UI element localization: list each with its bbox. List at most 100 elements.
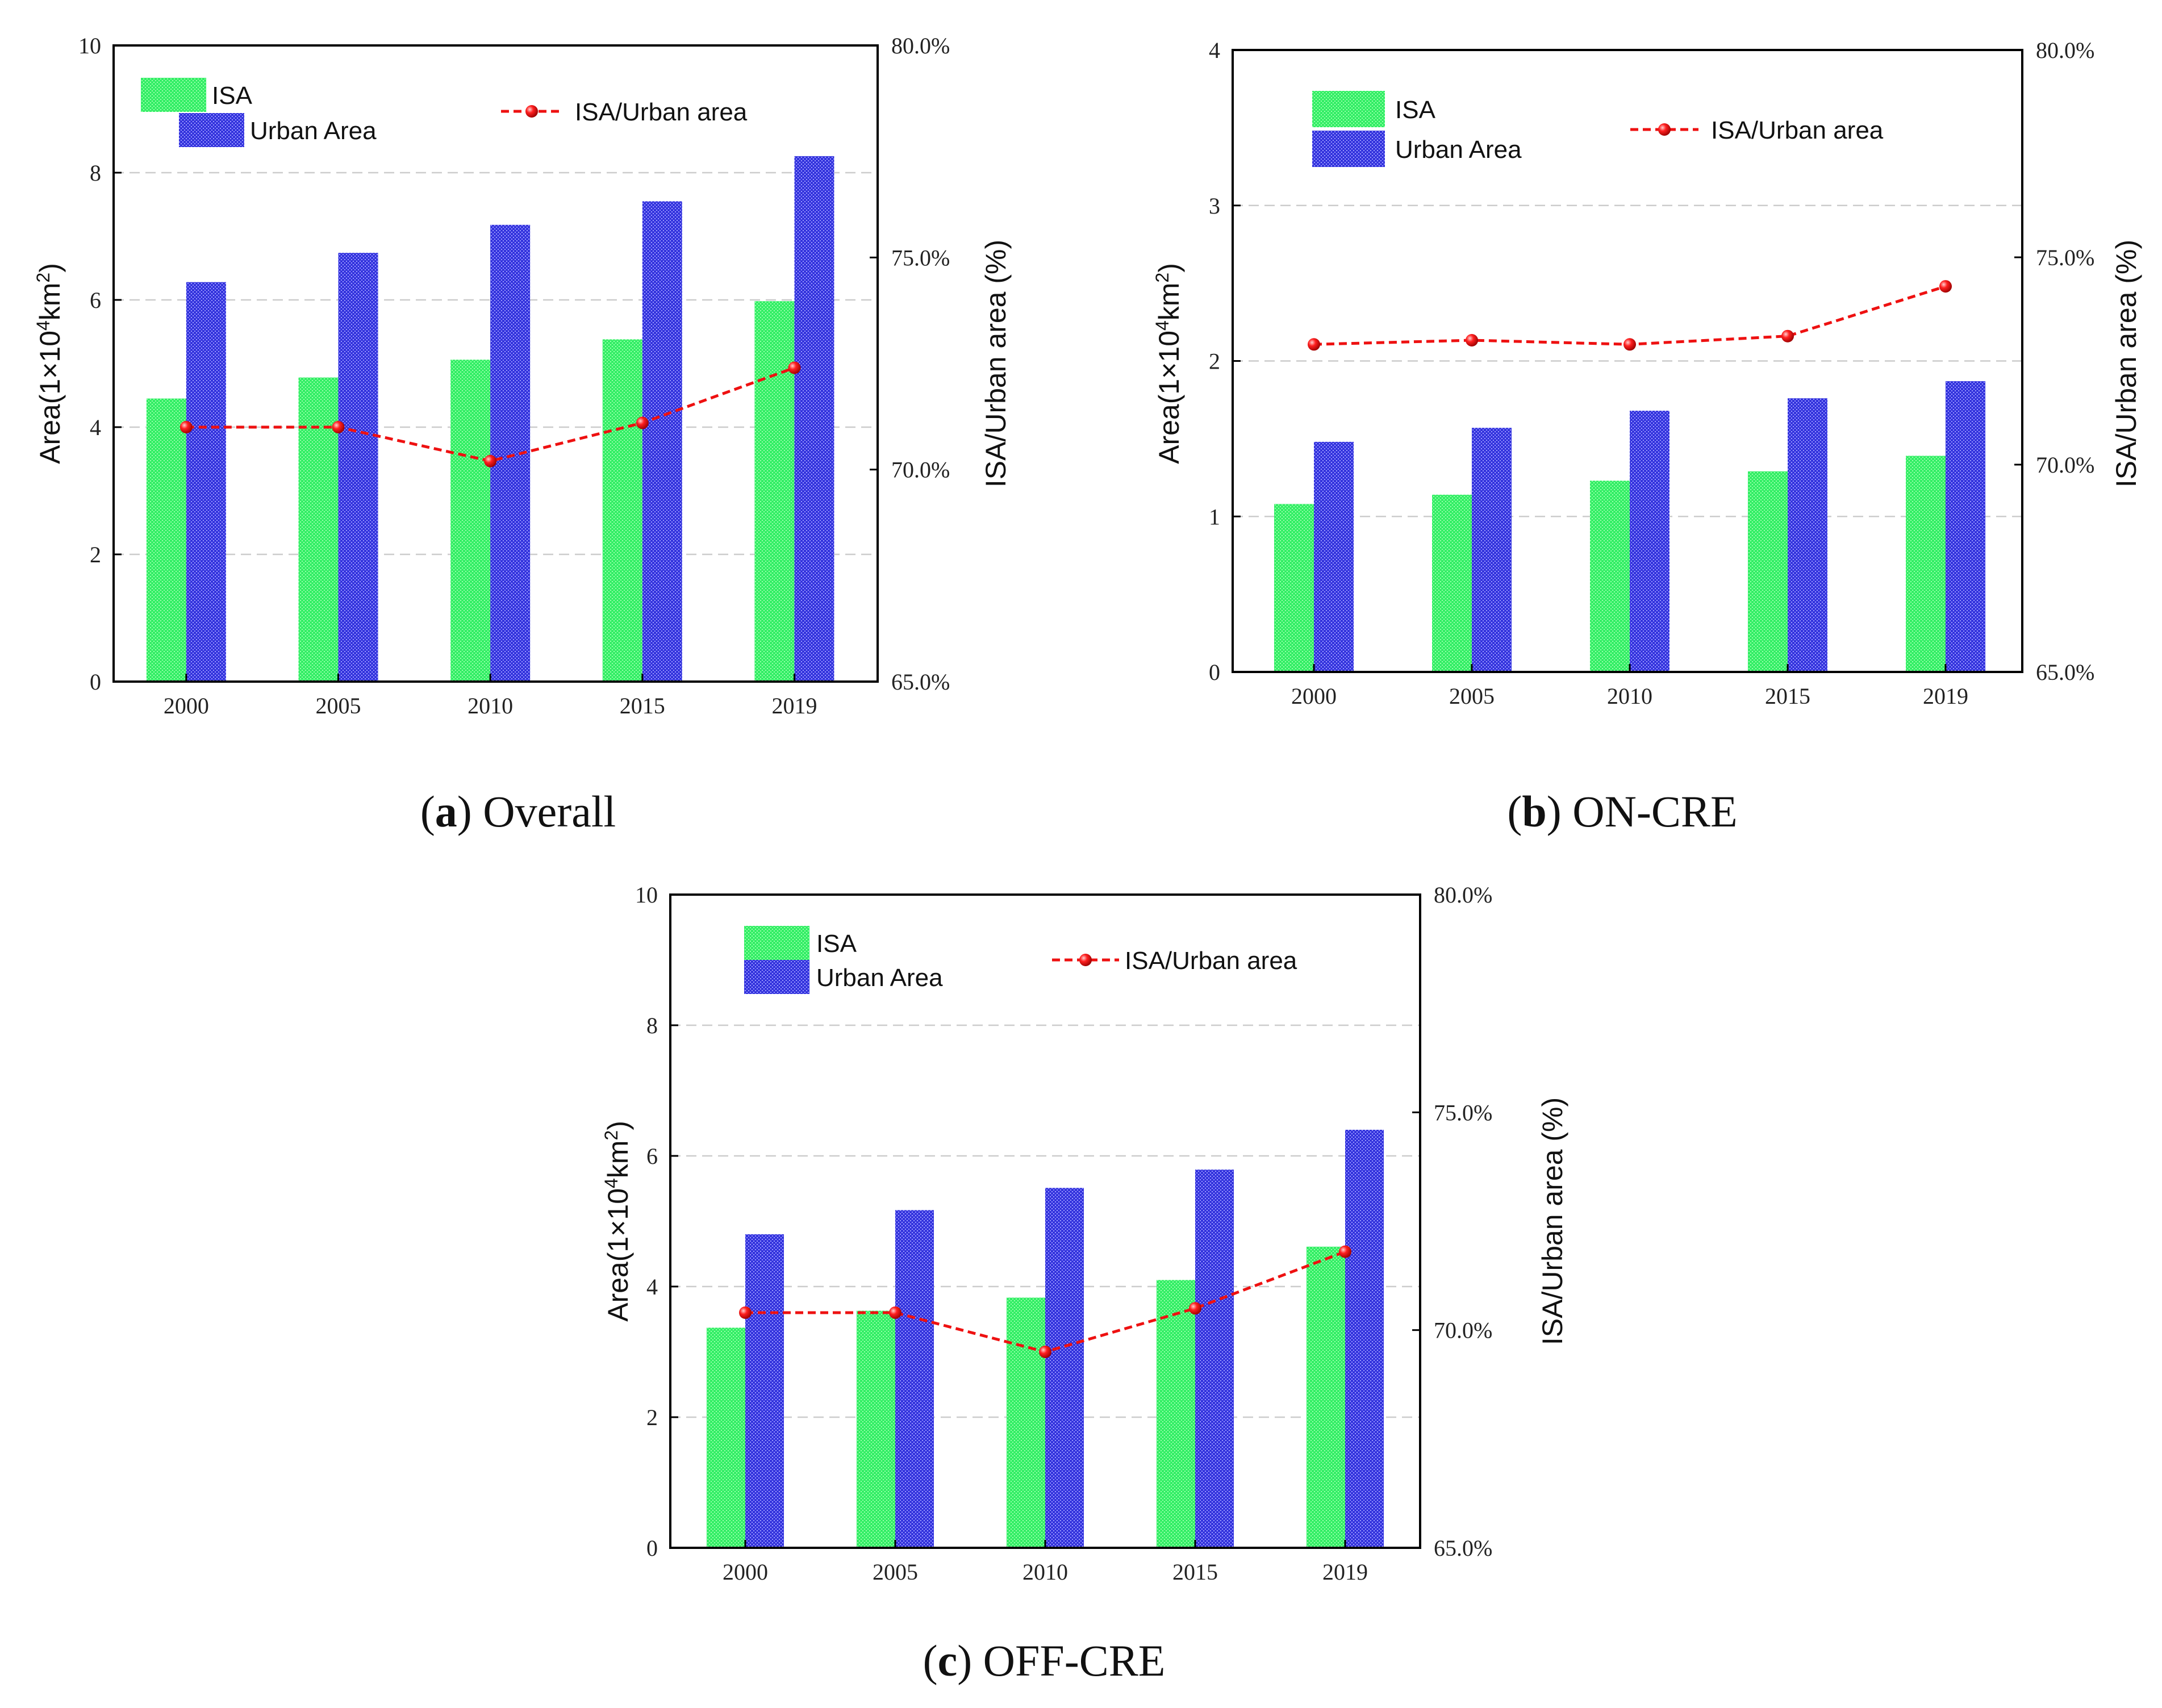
bar-urban-2005: [338, 253, 378, 682]
y2ticks-b: 65.0% 70.0% 75.0% 80.0%: [2014, 37, 2094, 685]
ratio-point-2015: [1781, 329, 1794, 343]
xticks-a: 2000 2005 2010 2015 2019: [164, 674, 817, 719]
legend-swatch-urban-b: [1312, 131, 1385, 167]
y-axis-title-b: Area(1×104km2): [1152, 263, 1185, 464]
legend-label-ratio-c: ISA/Urban area: [1125, 947, 1297, 975]
legend-swatch-isa-b: [1312, 91, 1385, 127]
x-tick-label: 2019: [1322, 1559, 1368, 1585]
y-tick-label: 0: [90, 669, 101, 695]
bar-urban-2010: [1045, 1188, 1084, 1548]
caption-a: (a) Overall: [420, 787, 616, 836]
ratio-point-2000: [739, 1306, 752, 1319]
bar-urban-2000: [186, 282, 226, 682]
legend-label-urban-c: Urban Area: [816, 964, 943, 992]
grid-b: [1233, 204, 2022, 517]
bar-urban-2005: [1472, 428, 1512, 672]
y-tick-label: 8: [646, 1013, 658, 1038]
ratio-point-2010: [484, 454, 497, 467]
y2-axis-title-a: ISA/Urban area (%): [980, 240, 1012, 487]
y-tick-label: 4: [90, 415, 101, 440]
y-tick-label: 2: [90, 542, 101, 567]
yticks-b: 0 1 2 3 4: [1209, 37, 1241, 685]
bar-urban-2019: [1345, 1130, 1384, 1548]
x-tick-label: 2000: [723, 1559, 768, 1585]
bar-urban-2005: [895, 1210, 934, 1548]
yticks-a: 0 2 4 6 8 10: [78, 33, 122, 695]
ratio-line: [1313, 285, 1946, 346]
legend-c: ISA Urban Area ISA/Urban area: [744, 926, 1297, 994]
bar-isa-2005: [298, 377, 339, 682]
xticks-b: 2000 2005 2010 2015 2019: [1291, 664, 1968, 709]
ratio-point-2000: [180, 421, 193, 433]
line-a: [180, 361, 801, 467]
y2-tick-label: 75.0%: [891, 245, 950, 270]
y2-tick-label: 65.0%: [891, 669, 950, 695]
bar-isa-2019: [754, 301, 795, 682]
x-tick-label: 2010: [1022, 1559, 1068, 1585]
y2-tick-label: 70.0%: [891, 457, 950, 483]
x-tick-label: 2015: [620, 693, 665, 719]
chart-panel-c: 0 2 4 6 8 10 65.0% 70.0% 75.0% 80.0% 2000 2005 201…: [601, 882, 1568, 1685]
caption-b: (b) ON-CRE: [1507, 787, 1737, 836]
bar-urban-2019: [1946, 381, 1985, 672]
y-tick-label: 0: [646, 1535, 658, 1561]
bar-isa-2015: [602, 339, 642, 682]
y-axis-title-c: Area(1×104km2): [601, 1121, 634, 1322]
legend-marker-ratio-c: [1079, 954, 1092, 966]
y-tick-label: 8: [90, 160, 101, 186]
legend-label-isa-c: ISA: [816, 930, 857, 958]
x-tick-label: 2019: [771, 693, 817, 719]
bar-isa-2000: [1274, 504, 1314, 672]
x-tick-label: 2019: [1923, 683, 1968, 709]
ratio-point-2010: [1039, 1346, 1051, 1358]
y2-axis-title-b: ISA/Urban area (%): [2110, 240, 2142, 487]
legend-b: ISA Urban Area ISA/Urban area: [1312, 91, 1884, 167]
y-tick-label: 1: [1209, 504, 1220, 529]
ratio-point-2019: [788, 361, 801, 374]
bar-isa-2005: [857, 1310, 895, 1548]
y-tick-label: 10: [635, 882, 658, 908]
bars-a: [146, 156, 834, 682]
y2-tick-label: 70.0%: [1434, 1318, 1492, 1343]
x-tick-label: 2005: [873, 1559, 918, 1585]
bar-isa-2000: [146, 398, 186, 682]
ratio-point-2019: [1339, 1245, 1351, 1258]
x-tick-label: 2010: [1607, 683, 1652, 709]
caption-c: (c) OFF-CRE: [923, 1636, 1166, 1685]
y-tick-label: 10: [78, 33, 101, 59]
x-tick-label: 2015: [1172, 1559, 1218, 1585]
chart-panel-a: 0 2 4 6 8 10 65.0% 70.0% 75.0% 80.0% 2000 2005 201…: [33, 33, 1012, 836]
legend-label-urban-b: Urban Area: [1395, 136, 1522, 164]
y-tick-label: 6: [646, 1143, 658, 1169]
bar-urban-2015: [1788, 398, 1827, 672]
bar-isa-2015: [1157, 1280, 1195, 1548]
bar-urban-2000: [745, 1234, 784, 1548]
y2-tick-label: 80.0%: [2036, 37, 2094, 63]
bar-isa-2005: [1432, 494, 1472, 672]
x-tick-label: 2015: [1765, 683, 1810, 709]
y2-tick-label: 70.0%: [2036, 452, 2094, 478]
legend-label-ratio-b: ISA/Urban area: [1711, 116, 1884, 144]
bar-isa-2015: [1748, 471, 1788, 672]
y2-axis-title-c: ISA/Urban area (%): [1537, 1097, 1568, 1345]
bar-isa-2019: [1307, 1246, 1345, 1548]
bar-isa-2019: [1906, 456, 1946, 672]
x-tick-label: 2000: [1291, 683, 1337, 709]
bar-urban-2000: [1314, 441, 1354, 672]
bar-urban-2019: [794, 156, 834, 682]
line-b: [1308, 280, 1952, 351]
ratio-point-2005: [1466, 334, 1478, 346]
bar-isa-2010: [450, 360, 491, 682]
y2ticks-c: 65.0% 70.0% 75.0% 80.0%: [1412, 882, 1492, 1561]
line-c: [739, 1245, 1351, 1358]
y-tick-label: 3: [1209, 193, 1220, 219]
legend-label-urban-a: Urban Area: [250, 117, 377, 145]
bar-isa-2010: [1007, 1297, 1045, 1548]
x-tick-label: 2005: [315, 693, 361, 719]
legend-swatch-urban-c: [744, 960, 809, 994]
y2-tick-label: 65.0%: [1434, 1535, 1492, 1561]
legend-label-isa-a: ISA: [212, 82, 253, 110]
ratio-point-2019: [1939, 280, 1952, 293]
